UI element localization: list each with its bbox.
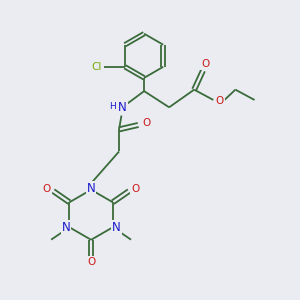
Text: O: O xyxy=(142,118,151,128)
Text: N: N xyxy=(87,182,95,195)
Text: N: N xyxy=(112,221,121,234)
Text: O: O xyxy=(43,184,51,194)
Text: N: N xyxy=(118,101,127,114)
Text: O: O xyxy=(87,257,95,268)
Text: H: H xyxy=(109,102,116,111)
Text: O: O xyxy=(216,96,224,106)
Text: N: N xyxy=(61,221,70,234)
Text: O: O xyxy=(131,184,140,194)
Text: Cl: Cl xyxy=(91,62,101,72)
Text: O: O xyxy=(201,59,209,69)
